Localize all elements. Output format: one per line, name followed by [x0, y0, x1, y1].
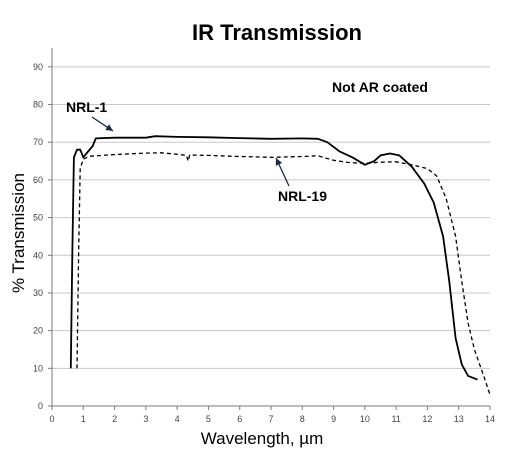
y-axis-label: % Transmission — [9, 173, 28, 293]
x-tick-label-10: 10 — [360, 414, 370, 424]
gridlines — [52, 66, 490, 369]
annotation-arrows — [91, 116, 290, 187]
x-tick-label-13: 13 — [454, 414, 464, 424]
y-tick-label-20: 20 — [33, 326, 43, 336]
series-line-nrl-19 — [76, 152, 491, 395]
series-lines — [69, 135, 491, 395]
x-tick-label-11: 11 — [391, 414, 400, 424]
y-tick-label-60: 60 — [33, 175, 43, 185]
chart-title: IR Transmission — [192, 20, 362, 45]
x-tick-label-12: 12 — [422, 414, 432, 424]
x-tick-label-9: 9 — [331, 414, 336, 424]
x-tick-label-5: 5 — [206, 414, 211, 424]
y-tick-label-30: 30 — [33, 288, 43, 298]
annotation-not-ar-coated: Not AR coated — [332, 79, 428, 95]
x-tick-label-6: 6 — [237, 414, 242, 424]
y-tick-label-50: 50 — [33, 213, 43, 223]
x-tick-label-1: 1 — [81, 414, 86, 424]
annotation-nrl-1: NRL-1 — [66, 99, 107, 115]
y-tick-label-0: 0 — [38, 401, 43, 411]
y-tick-label-80: 80 — [33, 100, 43, 110]
x-tick-label-0: 0 — [49, 414, 54, 424]
y-tick-label-90: 90 — [33, 62, 43, 72]
x-axis-label: Wavelength, µm — [201, 429, 324, 448]
y-tick-label-40: 40 — [33, 250, 43, 260]
x-tick-label-3: 3 — [143, 414, 148, 424]
x-tick-label-4: 4 — [175, 414, 180, 424]
x-tick-label-7: 7 — [268, 414, 273, 424]
y-tick-labels: 0 10 20 30 40 50 60 70 80 90 — [33, 62, 52, 411]
arrow-nrl-1-head — [105, 124, 113, 131]
x-tick-label-14: 14 — [485, 414, 495, 424]
x-tick-label-8: 8 — [300, 414, 305, 424]
x-tick-labels: 0 1 2 3 4 5 6 7 8 9 10 11 12 13 14 — [49, 406, 495, 424]
arrow-nrl-19-head — [275, 158, 283, 166]
x-tick-label-2: 2 — [112, 414, 117, 424]
annotation-nrl-19: NRL-19 — [278, 188, 327, 204]
y-tick-label-10: 10 — [33, 363, 43, 373]
y-tick-label-70: 70 — [33, 137, 43, 147]
series-line-nrl-1 — [69, 135, 478, 381]
